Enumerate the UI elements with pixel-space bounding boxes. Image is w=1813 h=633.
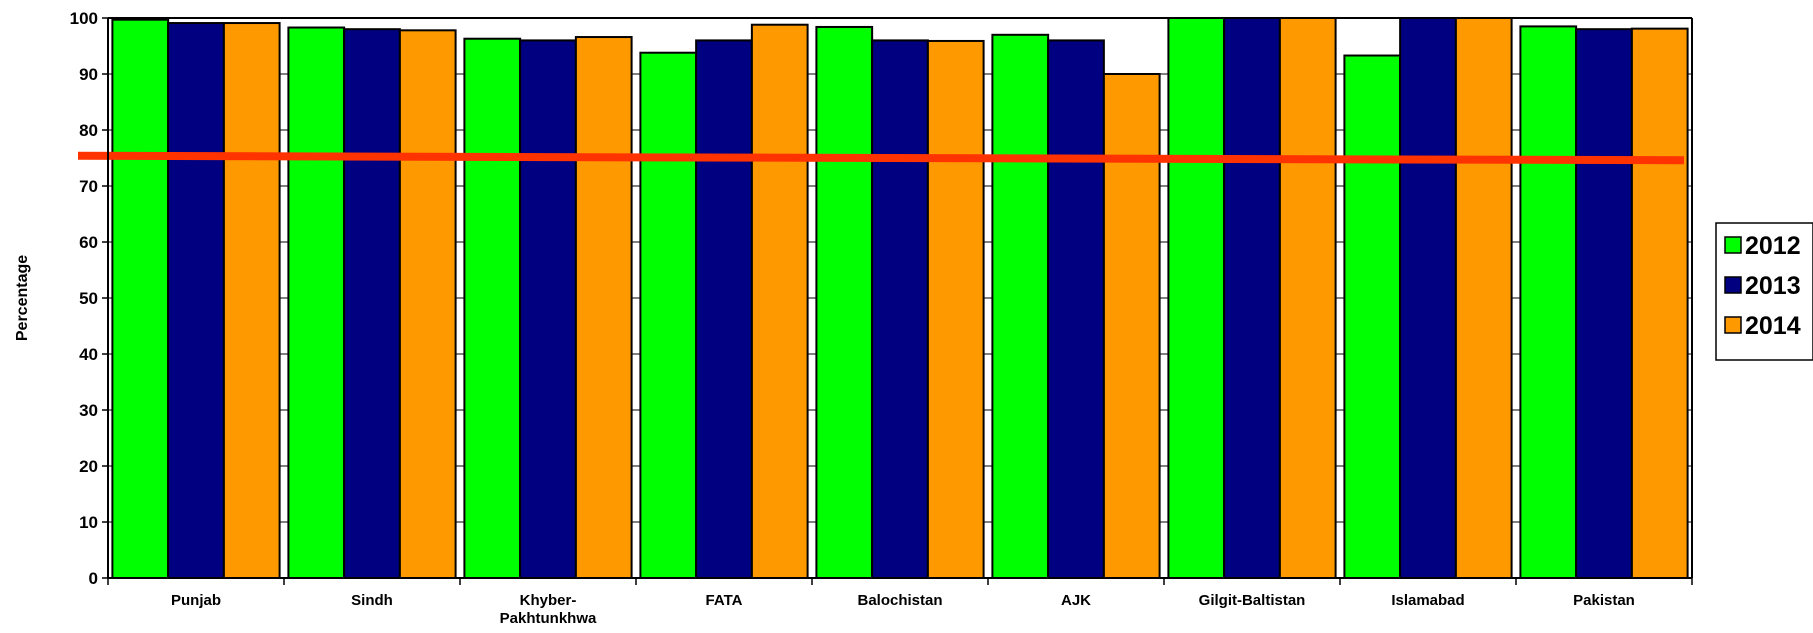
bar-2012-islamabad (1343, 54, 1402, 579)
bar-2014-punjab (222, 22, 281, 580)
x-tick-label-sindh: Sindh (351, 592, 393, 609)
x-tick-label-ajk: AJK (1061, 592, 1091, 609)
x-tick-label-line: Pakhtunkhwa (500, 610, 597, 627)
bar-2013-islamabad (1399, 17, 1457, 579)
y-tick-label: 40 (79, 345, 98, 364)
y-tick-label: 100 (70, 9, 98, 28)
bar-2013-ajk (1047, 39, 1105, 579)
bar-2013-sindh (343, 28, 401, 579)
bar-2014-khyber-pakhtunkhwa (574, 36, 633, 580)
x-tick-label-line: FATA (706, 592, 743, 609)
legend-label-2014: 2014 (1745, 312, 1801, 340)
x-tick-label-pakistan: Pakistan (1573, 592, 1635, 609)
bar-2014-pakistan (1630, 27, 1689, 579)
x-tick-label-line: Balochistan (857, 592, 942, 609)
bar-2013-fata (695, 39, 753, 579)
y-tick-label: 30 (79, 401, 98, 420)
x-tick-label-line: Islamabad (1391, 592, 1464, 609)
bar-2014-fata (750, 23, 809, 580)
legend-label-2012: 2012 (1745, 232, 1801, 260)
x-tick-label-islamabad: Islamabad (1391, 592, 1464, 609)
bar-2012-gilgit-baltistan (1167, 17, 1226, 579)
legend-swatch-2013 (1724, 276, 1742, 294)
bar-2014-gilgit-baltistan (1278, 17, 1337, 579)
bar-2014-islamabad (1454, 17, 1513, 579)
x-tick-label-line: Pakistan (1573, 592, 1635, 609)
bar-2014-balochistan (926, 39, 985, 579)
legend-swatch-2012 (1724, 236, 1742, 254)
y-tick-label: 80 (79, 121, 98, 140)
bar-2012-khyber-pakhtunkhwa (463, 37, 522, 580)
y-tick-label: 50 (79, 289, 98, 308)
y-tick-label: 70 (79, 177, 98, 196)
bar-2012-ajk (991, 33, 1050, 580)
bar-2014-sindh (398, 29, 457, 579)
bar-2012-pakistan (1519, 25, 1578, 579)
bar-2014-ajk (1102, 73, 1161, 579)
x-tick-label-gilgit-baltistan: Gilgit-Baltistan (1199, 592, 1306, 609)
y-tick-label: 90 (79, 65, 98, 84)
bar-2013-punjab (167, 22, 225, 580)
y-axis-label: Percentage (14, 255, 31, 341)
y-tick-label: 60 (79, 233, 98, 252)
bar-2012-balochistan (815, 25, 874, 579)
bar-2013-khyber-pakhtunkhwa (519, 39, 577, 579)
bar-2013-balochistan (871, 39, 929, 579)
x-tick-label-line: AJK (1061, 592, 1091, 609)
legend-swatch-2014 (1724, 316, 1742, 334)
x-tick-label-balochistan: Balochistan (857, 592, 942, 609)
y-tick-label: 0 (89, 569, 98, 588)
x-tick-label-line: Sindh (351, 592, 393, 609)
x-tick-label-line: Gilgit-Baltistan (1199, 592, 1306, 609)
x-tick-label-line: Punjab (171, 592, 221, 609)
x-tick-label-fata: FATA (706, 592, 743, 609)
y-tick-label: 10 (79, 513, 98, 532)
bar-2012-punjab (111, 18, 170, 580)
bar-2013-pakistan (1575, 28, 1633, 579)
y-tick-label: 20 (79, 457, 98, 476)
x-tick-label-line: Khyber- (520, 592, 577, 609)
bar-2012-fata (639, 51, 698, 580)
x-tick-label-punjab: Punjab (171, 592, 221, 609)
bar-2012-sindh (287, 26, 346, 579)
reference-line (77, 151, 1685, 165)
x-tick-label-khyber-pakhtunkhwa: Khyber-Pakhtunkhwa (500, 592, 597, 627)
bar-2013-gilgit-baltistan (1223, 17, 1281, 579)
legend-label-2013: 2013 (1745, 272, 1801, 300)
